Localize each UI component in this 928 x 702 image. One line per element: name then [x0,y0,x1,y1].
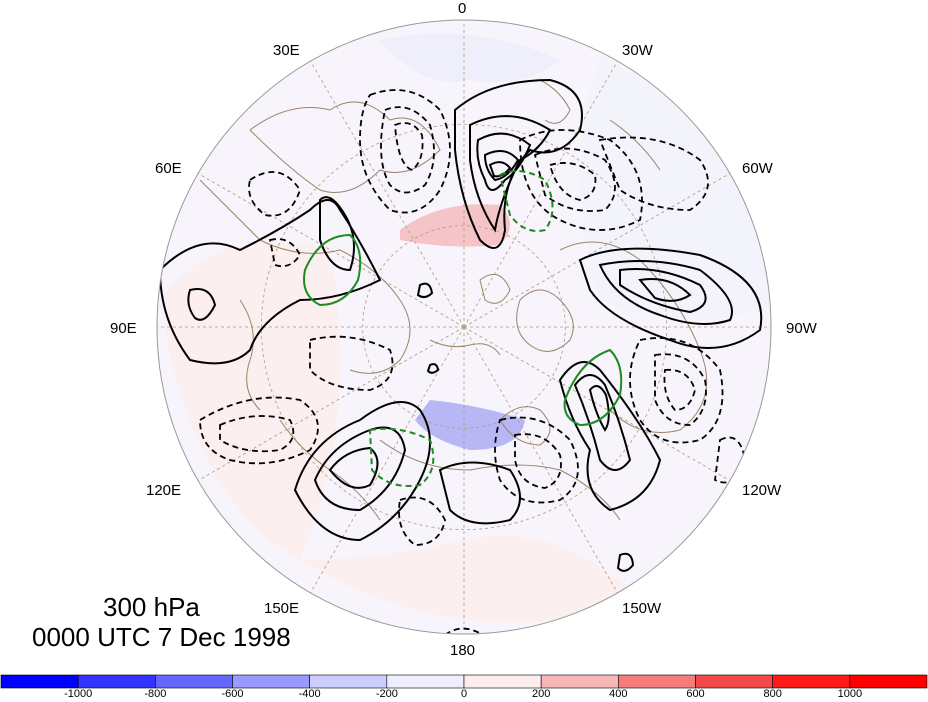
contours-negative [199,89,746,634]
contours-green [303,170,623,487]
colorbar-tick-label: 800 [763,688,782,700]
lon-label-30e: 30E [273,42,300,59]
lon-label-150w: 150W [622,600,662,617]
lon-label-90w: 90W [786,320,817,337]
lon-label-0: 0 [458,0,467,17]
lon-label-90e: 90E [110,320,137,337]
latitude-circle [362,225,566,429]
valid-time-label: 0000 UTC 7 Dec 1998 [32,622,291,652]
graticule [157,20,771,634]
colorbar-swatch [540,674,619,689]
colorbar [0,674,928,689]
colorbar-swatch [695,674,773,689]
colorbar-tick-label: -800 [144,688,167,700]
shade-blue-patch [415,400,525,450]
colorbar-tick-label: -400 [298,688,321,700]
colorbar-swatch [772,674,851,689]
shade-negative-region [580,60,771,320]
lon-label-180: 180 [450,642,476,659]
colorbar-swatch [77,674,156,689]
lon-label-30w: 30W [622,42,653,59]
colorbar-tick-label: 1000 [837,688,863,700]
colorbar-swatch [232,674,310,689]
colorbar-swatch [155,674,233,689]
colorbar-tick-label: 0 [460,688,468,700]
shade-red-patch [400,204,510,247]
lon-label-60e: 60E [155,160,182,177]
lon-label-60w: 60W [742,160,773,177]
lon-label-120w: 120W [742,482,782,499]
pressure-level-label: 300 hPa [103,592,200,622]
colorbar-tick-label: -200 [375,688,398,700]
lon-label-120e: 120E [146,482,182,499]
colorbar-swatch [849,674,928,689]
latitude-circle [260,123,668,531]
colorbar-swatch [618,674,696,689]
lon-label-150e: 150E [264,600,300,617]
colorbar-swatch [463,674,542,689]
shade-negative-region-north [380,33,560,83]
map-disk [157,20,771,634]
colorbar-swatch [309,674,388,689]
colorbar-swatch [0,674,79,689]
colorbar-tick-label: 600 [686,688,705,700]
colorbar-tick-label: 400 [609,688,628,700]
colorbar-tick-label: -600 [221,688,244,700]
colorbar-tick-label: -1000 [64,688,93,700]
shade-positive-region-south [300,536,640,623]
colorbar-swatch [386,674,465,689]
colorbar-tick-label: 200 [531,688,551,700]
map-boundary [156,19,772,635]
